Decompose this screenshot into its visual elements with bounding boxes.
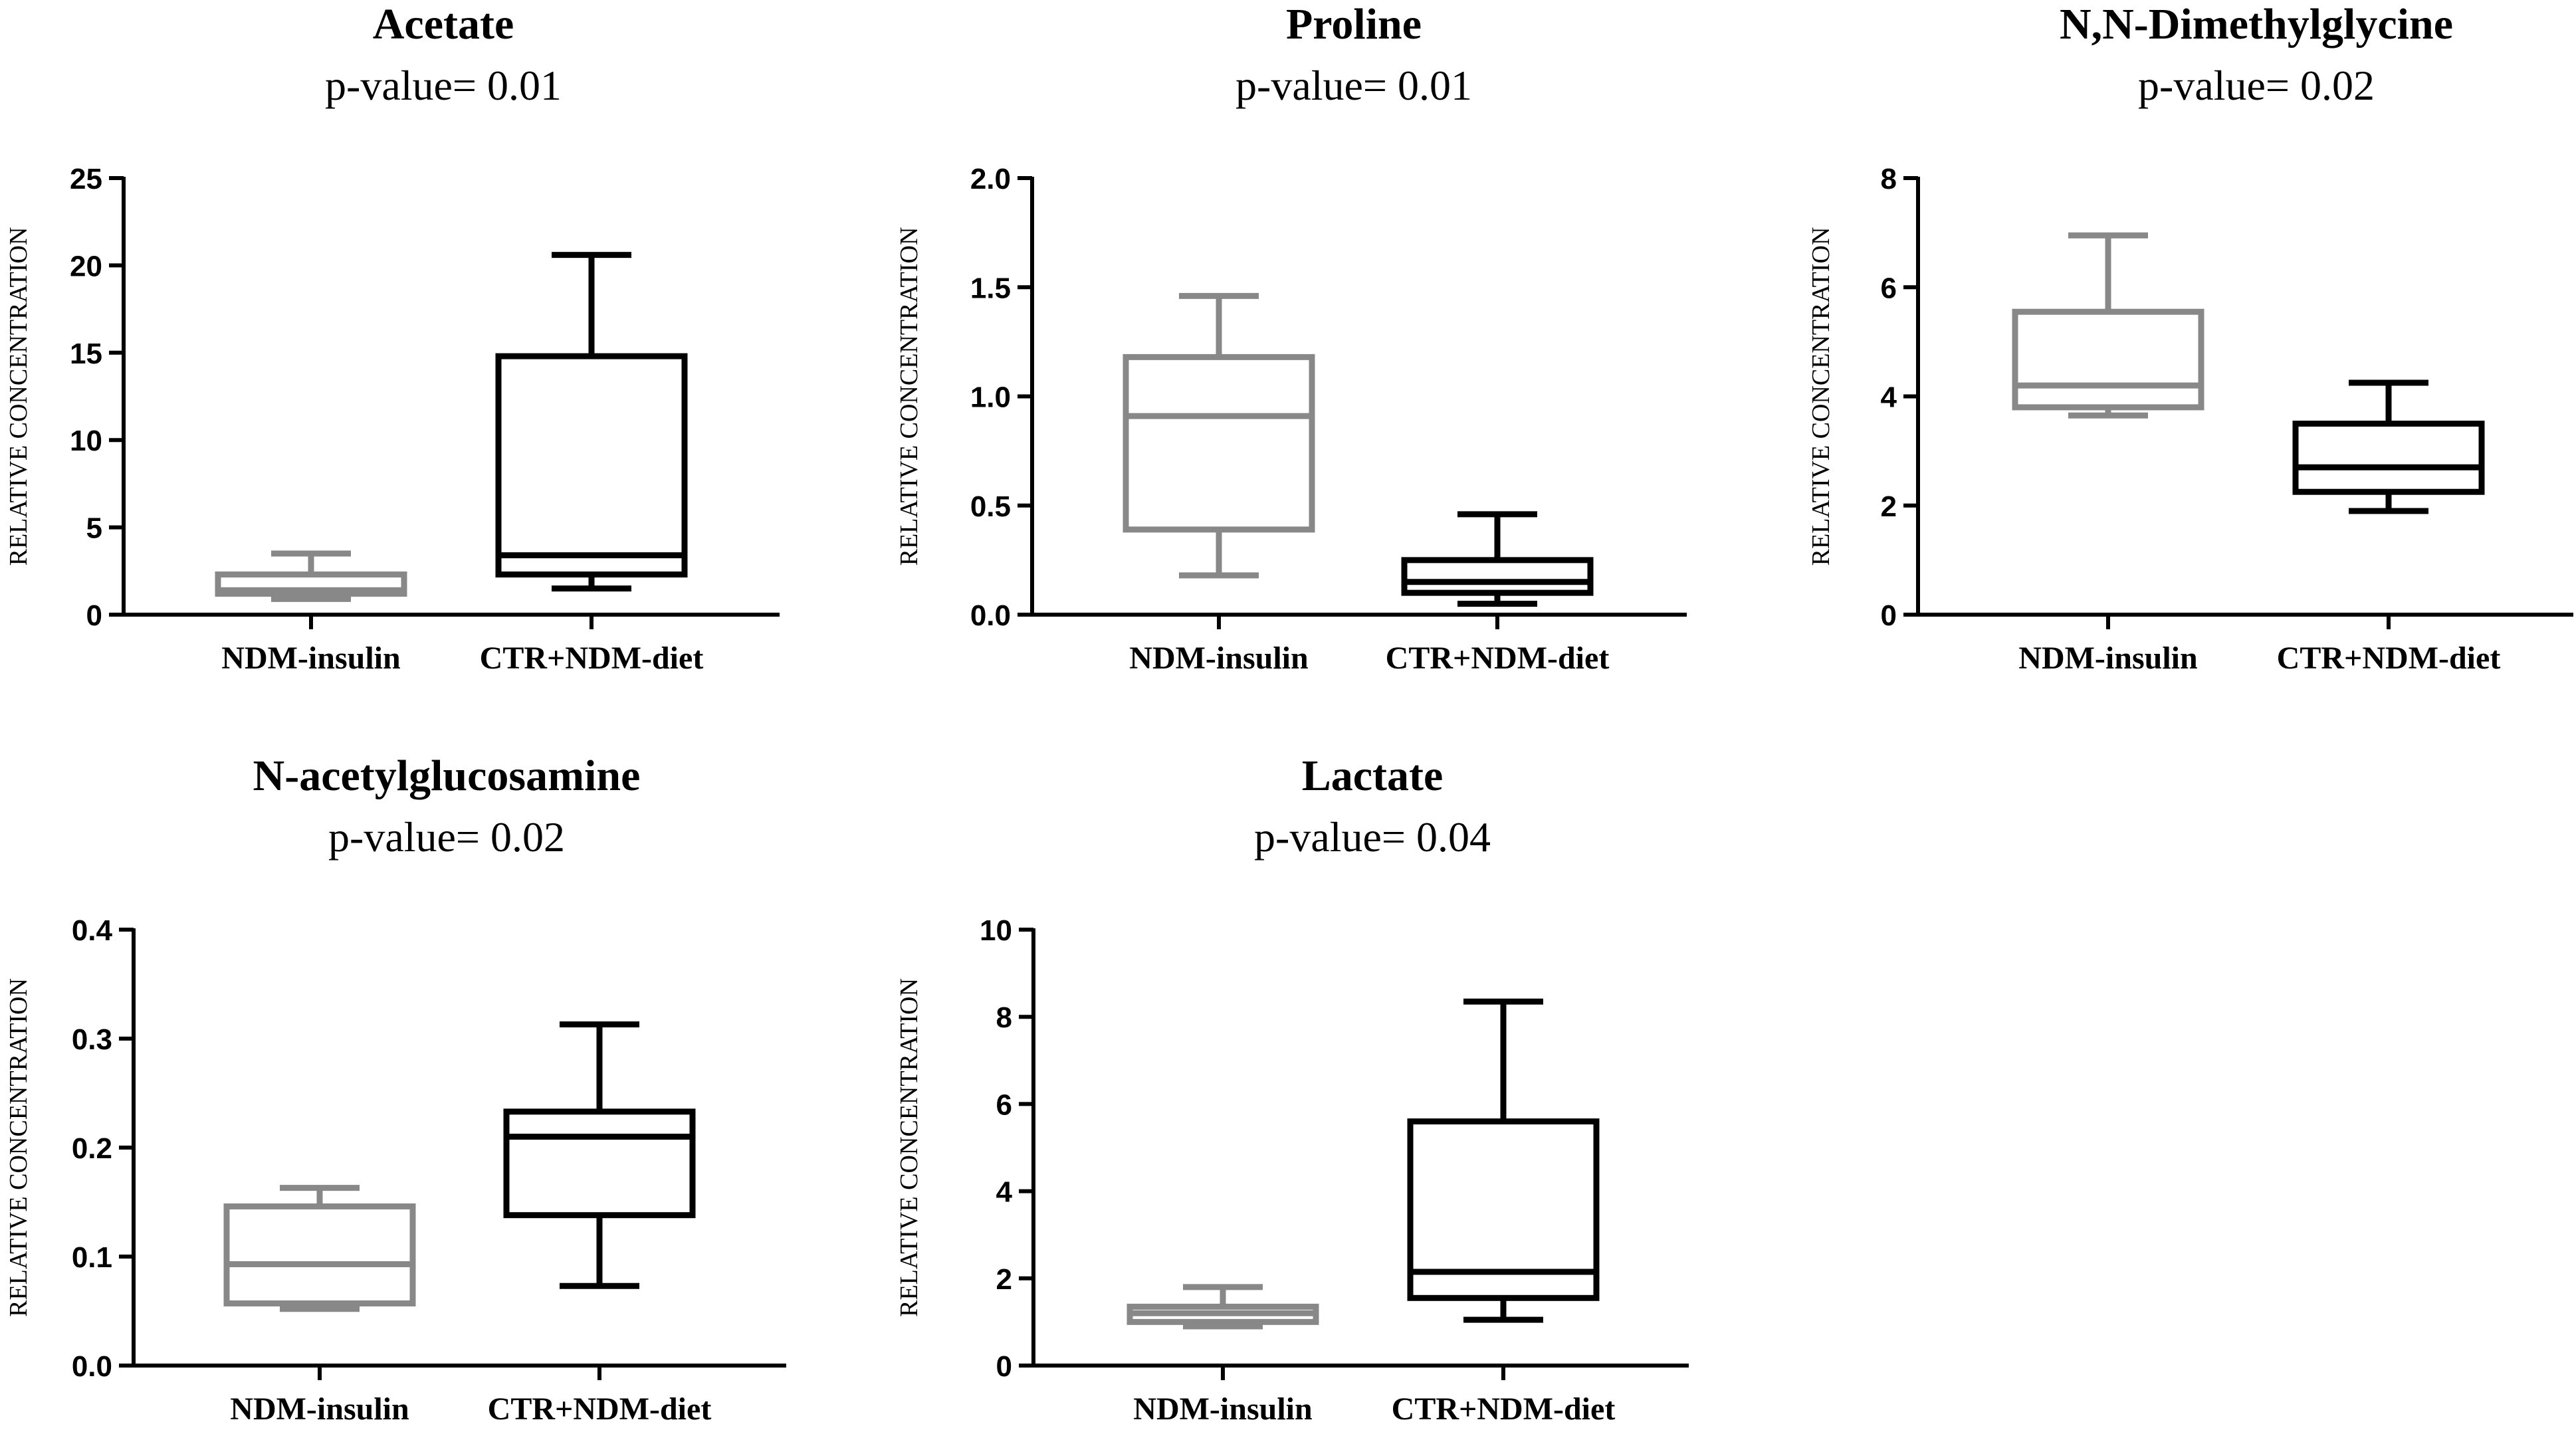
y-tick-label: 10 — [980, 914, 1012, 947]
box-plot — [1127, 1284, 1319, 1330]
y-tick-label: 10 — [70, 425, 102, 457]
y-tick-label: 0.5 — [970, 490, 1011, 523]
box-iqr — [223, 1203, 416, 1307]
y-tick-label: 2.0 — [970, 163, 1011, 195]
box-iqr — [1123, 354, 1315, 533]
chart-panel: Lactate p-value= 0.04 RELATIVE CONCENTRATI… — [895, 752, 1689, 1427]
y-tick-label: 8 — [1881, 163, 1897, 195]
chart-title: N-acetylglucosamine — [253, 752, 641, 800]
y-tick-label: 15 — [70, 338, 102, 370]
chart-subtitle: p-value= 0.01 — [1235, 62, 1472, 109]
box-plot — [1407, 998, 1600, 1323]
y-axis-label: RELATIVE CONCENTRATION — [1807, 227, 1835, 566]
chart-subtitle: p-value= 0.02 — [2138, 62, 2375, 109]
box-iqr — [215, 571, 407, 597]
x-tick-label: NDM-insulin — [221, 641, 400, 676]
box-plot — [1401, 511, 1594, 607]
y-tick-label: 0 — [86, 599, 102, 632]
box-plot — [2012, 232, 2204, 419]
y-tick-label: 0.1 — [72, 1241, 112, 1274]
x-tick-label: CTR+NDM-diet — [480, 641, 704, 676]
x-tick-label: CTR+NDM-diet — [488, 1391, 712, 1427]
y-tick-label: 5 — [86, 512, 102, 545]
box-iqr — [2292, 421, 2485, 495]
y-axis-label: RELATIVE CONCENTRATION — [5, 978, 33, 1317]
box-iqr — [503, 1108, 696, 1219]
chart-title: Proline — [1286, 0, 1422, 49]
box-iqr — [1407, 1118, 1600, 1301]
chart-panel: N,N-Dimethylglycine p-value= 0.02 RELATIVE… — [1807, 0, 2573, 676]
chart-title: Acetate — [373, 0, 514, 49]
chart-title: N,N-Dimethylglycine — [2060, 0, 2453, 49]
box-iqr — [1401, 557, 1594, 596]
chart-title: Lactate — [1302, 752, 1444, 800]
y-tick-label: 6 — [996, 1088, 1012, 1121]
x-tick-label: CTR+NDM-diet — [1392, 1391, 1616, 1427]
y-tick-label: 2 — [1881, 490, 1897, 523]
y-axis-label: RELATIVE CONCENTRATION — [895, 978, 923, 1317]
chart-panel: Proline p-value= 0.01 RELATIVE CONCENTRATI… — [895, 0, 1687, 676]
y-tick-label: 0.0 — [72, 1350, 112, 1383]
chart-panel: N-acetylglucosamine p-value= 0.02 RELATIVE… — [5, 752, 786, 1427]
y-tick-label: 0.4 — [72, 914, 113, 947]
y-tick-label: 0 — [1881, 599, 1897, 632]
y-tick-label: 4 — [1881, 381, 1897, 414]
y-tick-label: 0.0 — [970, 599, 1011, 632]
x-tick-label: CTR+NDM-diet — [1386, 641, 1610, 676]
y-tick-label: 0 — [996, 1350, 1012, 1383]
box-plot — [495, 252, 688, 592]
box-iqr — [2012, 308, 2204, 411]
y-tick-label: 0.2 — [72, 1132, 112, 1165]
x-tick-label: NDM-insulin — [2018, 641, 2197, 676]
y-tick-label: 6 — [1881, 272, 1897, 304]
box-plot — [215, 550, 407, 602]
y-axis-label: RELATIVE CONCENTRATION — [5, 227, 33, 566]
x-tick-label: NDM-insulin — [1133, 1391, 1312, 1427]
y-tick-label: 1.0 — [970, 381, 1011, 414]
box-plot — [503, 1021, 696, 1289]
x-tick-label: NDM-insulin — [1129, 641, 1308, 676]
y-tick-label: 8 — [996, 1001, 1012, 1034]
y-axis-label: RELATIVE CONCENTRATION — [895, 227, 923, 566]
y-tick-label: 2 — [996, 1263, 1012, 1296]
box-iqr — [495, 353, 688, 578]
box-plot — [223, 1185, 416, 1312]
y-tick-label: 1.5 — [970, 272, 1011, 304]
x-tick-label: CTR+NDM-diet — [2277, 641, 2501, 676]
box-plot — [2292, 379, 2485, 514]
chart-subtitle: p-value= 0.04 — [1254, 813, 1491, 861]
y-tick-label: 0.3 — [72, 1023, 112, 1056]
y-tick-label: 4 — [996, 1176, 1013, 1209]
chart-panel: Acetate p-value= 0.01 RELATIVE CONCENTRATI… — [5, 0, 780, 676]
x-tick-label: NDM-insulin — [230, 1391, 409, 1427]
y-tick-label: 20 — [70, 250, 102, 282]
chart-subtitle: p-value= 0.01 — [325, 62, 562, 109]
y-tick-label: 25 — [70, 163, 102, 195]
chart-subtitle: p-value= 0.02 — [328, 813, 565, 861]
box-plot — [1123, 292, 1315, 579]
